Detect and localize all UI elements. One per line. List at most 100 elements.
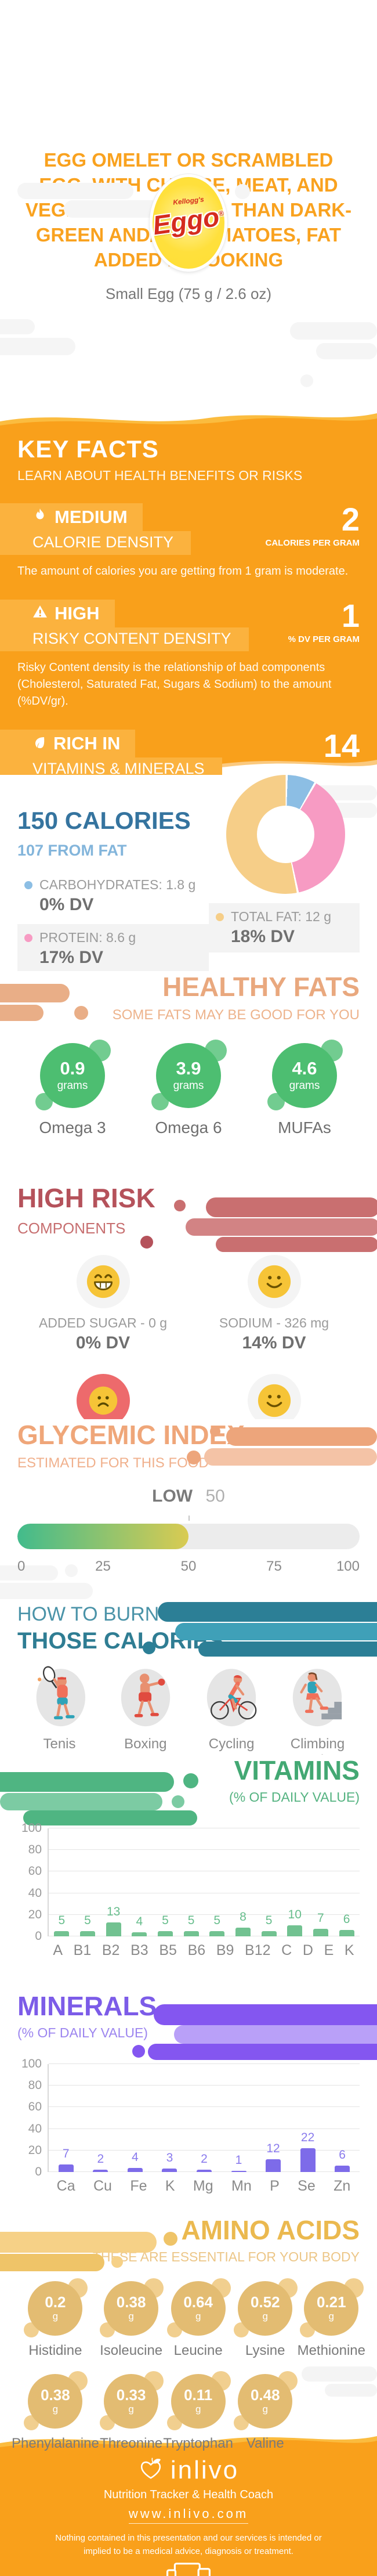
bar-value-label: 5 [213,1913,221,1927]
healthy-fat-unit: grams [173,1079,204,1092]
bar-column: 2 [196,2152,212,2172]
eggo-logo: Kellogg's Eggo® [150,174,227,272]
bar [93,2170,108,2172]
bar [183,1931,199,1936]
amino-acid-value: 0.38 [116,2293,146,2311]
wave-divider [0,413,377,430]
vitamins-bar-chart: 0 20 40 60 80 100 5 5 13 4 5 5 5 8 5 10 7 6 A B1 B2 B3 B5 B6 B9 B… [17,1821,360,1959]
bar-value-label: 12 [266,2141,280,2155]
minerals-bar-chart: 0 20 40 60 80 100 7 2 4 3 2 1 12 22 6 Ca Cu Fe K Mg Mn P Se Zn [17,2057,360,2195]
bar-column: 5 [54,1914,70,1936]
healthy-fat-badge: 3.9 grams [151,1040,227,1110]
amino-acid-badge: 0.21 g [300,2278,364,2337]
amino-acid-name: Threonine [100,2436,163,2451]
healthy-fats-section: HEALTHY FATS SOME FATS MAY BE GOOD FOR Y… [0,971,377,1174]
key-facts-list: MEDIUM CALORIE DENSITY 2 CALORIES PER GRAM T… [0,503,360,806]
bar-column: 6 [339,1913,354,1936]
decor-blob [132,2045,145,2058]
bar [339,1929,354,1936]
bar-value-label: 5 [187,1913,195,1927]
calories-from-fat: 107 FROM FAT [17,842,127,859]
decor-blob [0,2232,157,2253]
fact-level-label: HIGH [55,603,100,623]
glycemic-scale-label: 50 [180,1558,197,1574]
decor-blob [0,1005,44,1021]
healthy-fat-label: Omega 3 [39,1119,106,1137]
glycemic-track [17,1524,360,1549]
decor-blob [174,1200,186,1211]
key-facts-section: KEY FACTS LEARN ABOUT HEALTH BENEFITS OR… [0,430,377,804]
activity-card: Tenis25 min [17,1660,102,1788]
bar [127,2167,143,2172]
bar-column: 4 [132,1915,147,1936]
high-risk-dv: 14% DV [242,1333,306,1352]
x-axis-label: K [344,1942,354,1958]
decor-blob [206,1197,377,1217]
bar-column: 1 [231,2153,246,2172]
amino-acid-unit: g [52,2404,59,2415]
activity-name: Tenis [43,1736,76,1752]
glycemic-subheading: ESTIMATED FOR THIS FOOD [17,1455,209,1471]
decor-blob [0,1793,162,1810]
decor-blob [74,1006,88,1020]
decor-blob [154,2004,377,2025]
bar-column: 5 [209,1914,225,1936]
healthy-fat-label: MUFAs [278,1119,331,1137]
bar [162,2169,177,2172]
bar [287,1925,303,1936]
high-risk-label: SODIUM - 326 mg [219,1315,329,1330]
smile-emoji-icon [247,1255,301,1308]
key-facts-heading: KEY FACTS [17,435,159,463]
healthy-fat-value: 4.6 [292,1058,317,1078]
bar-value-label: 22 [300,2131,315,2145]
decor-blob [65,1564,78,1577]
bar-column: 22 [300,2131,316,2172]
x-axis-label: Mn [231,2178,252,2194]
bar-column: 5 [183,1914,199,1936]
decor-blob [0,1565,58,1581]
calories-title: 150 CALORIES [17,807,191,834]
nutrient-label-row: TOTAL FAT: 12 g [216,909,360,925]
amino-acid-value: 0.21 [316,2293,346,2311]
fact-level-row: RICH IN [0,730,136,757]
fact-metric: 2 CALORIES PER GRAM [265,503,360,549]
footer-url-link[interactable]: www.inlivo.com [128,2506,249,2524]
amino-acid-value: 0.33 [116,2386,146,2404]
healthy-fat-item: 0.9 grams Omega 3 [29,1040,116,1137]
glycemic-value: 50 [205,1487,225,1506]
bar-column: 6 [335,2148,350,2172]
y-axis-tick: 60 [28,2100,42,2114]
x-axis-label: B6 [187,1942,206,1958]
macronutrient-donut-chart [226,775,345,894]
x-axis-label: B3 [130,1942,148,1958]
inlivo-logo: inlivo [0,2456,377,2485]
x-axis-label: D [302,1942,313,1958]
fact-unit: CALORIES PER GRAM [265,538,360,548]
bar [132,1932,147,1936]
gridline [49,2106,360,2108]
bar-column: 3 [162,2151,177,2172]
amino-acid-unit: g [128,2311,134,2322]
amino-acid-name: Methionine [297,2343,365,2358]
x-axis-label: B12 [245,1942,271,1958]
nutrient-label: TOTAL FAT: 12 g [231,909,331,924]
bar-value-label: 1 [235,2153,242,2167]
chart-plot-area: 0 20 40 60 80 100 5 5 13 4 5 5 5 8 5 10 7 6 [21,1821,360,1943]
fact-level-row: HIGH [0,600,115,627]
amino-acid-value: 0.48 [250,2386,280,2404]
bar [235,1928,251,1936]
amino-acid-item: 0.21 g Methionine [297,2278,365,2359]
leaf-icon [32,733,46,754]
gridline [49,2063,360,2064]
amino-acid-item: 0.48 g Valine [233,2371,298,2452]
bar-value-label: 10 [288,1908,302,1922]
bar [209,1931,225,1936]
bar-value-label: 5 [265,1913,273,1927]
x-axis-label: Se [298,2178,316,2194]
fact-metric: 1% DV PER GRAM [288,600,360,645]
decor-blob [0,338,75,355]
amino-acid-item: 0.11 g Tryptophan [163,2371,233,2452]
calories-right-column: TOTAL FAT: 12 g 18% DV [209,775,360,1026]
nutrient-dv: 17% DV [39,948,104,967]
activity-name: Boxing [124,1736,167,1752]
